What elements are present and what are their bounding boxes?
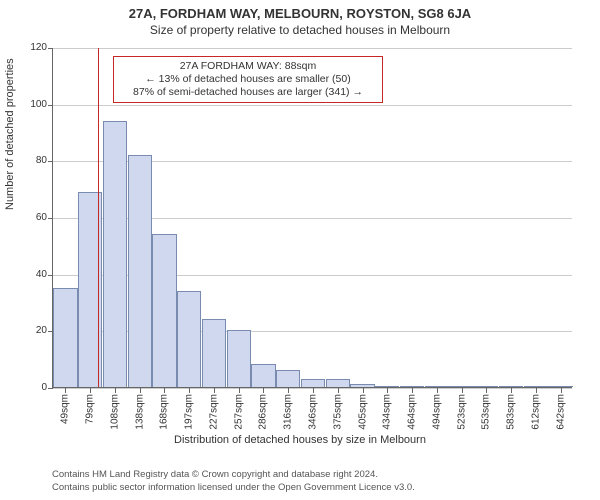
annotation-line-2: ← 13% of detached houses are smaller (50… <box>120 73 376 86</box>
footer-line-1: Contains HM Land Registry data © Crown c… <box>52 469 415 481</box>
x-tick-label: 108sqm <box>109 394 120 430</box>
x-tick-label: 375sqm <box>332 394 343 430</box>
x-tick-label: 612sqm <box>530 394 541 430</box>
y-tick-label: 40 <box>21 269 47 280</box>
x-tick-label: 168sqm <box>159 394 170 430</box>
histogram-bar <box>400 386 424 387</box>
histogram-bar <box>425 386 449 387</box>
y-axis-label: Number of detached properties <box>4 58 16 210</box>
histogram-bar <box>177 291 201 387</box>
x-tick-label: 49sqm <box>60 394 71 424</box>
histogram-bar <box>548 386 572 387</box>
x-tick-label: 583sqm <box>506 394 517 430</box>
histogram-bar <box>474 386 498 387</box>
x-tick-label: 434sqm <box>382 394 393 430</box>
x-tick-label: 316sqm <box>283 394 294 430</box>
histogram-bar <box>103 121 127 387</box>
x-tick-label: 494sqm <box>431 394 442 430</box>
histogram-bar <box>499 386 523 387</box>
histogram-bar <box>524 386 548 387</box>
x-tick-label: 138sqm <box>134 394 145 430</box>
gridline <box>53 105 572 106</box>
x-tick-label: 286sqm <box>258 394 269 430</box>
histogram-bar <box>375 386 399 387</box>
histogram-bar <box>53 288 77 387</box>
footer-line-2: Contains public sector information licen… <box>52 482 415 494</box>
x-tick-label: 553sqm <box>481 394 492 430</box>
histogram-bar <box>251 364 275 387</box>
gridline <box>53 48 572 49</box>
histogram-bar <box>449 386 473 387</box>
chart-title-main: 27A, FORDHAM WAY, MELBOURN, ROYSTON, SG8… <box>0 0 600 21</box>
annotation-line-3: 87% of semi-detached houses are larger (… <box>120 86 376 99</box>
histogram-bar <box>276 370 300 387</box>
annotation-box: 27A FORDHAM WAY: 88sqm← 13% of detached … <box>113 56 383 103</box>
x-tick-label: 523sqm <box>456 394 467 430</box>
annotation-line-1: 27A FORDHAM WAY: 88sqm <box>120 60 376 73</box>
histogram-bar <box>202 319 226 387</box>
histogram-bar <box>227 330 251 387</box>
x-axis-label: Distribution of detached houses by size … <box>0 434 600 446</box>
y-tick-label: 0 <box>21 382 47 393</box>
x-tick-label: 79sqm <box>85 394 96 424</box>
y-tick-label: 100 <box>21 99 47 110</box>
x-tick-label: 227sqm <box>208 394 219 430</box>
y-tick-label: 20 <box>21 325 47 336</box>
x-tick-label: 405sqm <box>357 394 368 430</box>
y-tick-label: 60 <box>21 212 47 223</box>
histogram-bar <box>326 379 350 388</box>
chart-title-sub: Size of property relative to detached ho… <box>0 21 600 37</box>
x-tick-label: 257sqm <box>233 394 244 430</box>
x-tick-label: 197sqm <box>184 394 195 430</box>
histogram-bar <box>78 192 102 388</box>
marker-line <box>98 48 99 387</box>
y-tick-label: 80 <box>21 155 47 166</box>
histogram-bar <box>128 155 152 387</box>
histogram-bar <box>152 234 176 387</box>
x-tick-label: 464sqm <box>407 394 418 430</box>
y-tick-label: 120 <box>21 42 47 53</box>
x-tick-label: 642sqm <box>555 394 566 430</box>
x-tick-label: 346sqm <box>308 394 319 430</box>
histogram-bar <box>350 384 374 387</box>
chart-plot-area: 02040608010012049sqm79sqm108sqm138sqm168… <box>52 48 572 388</box>
footer-attribution: Contains HM Land Registry data © Crown c… <box>52 469 415 494</box>
histogram-bar <box>301 379 325 388</box>
